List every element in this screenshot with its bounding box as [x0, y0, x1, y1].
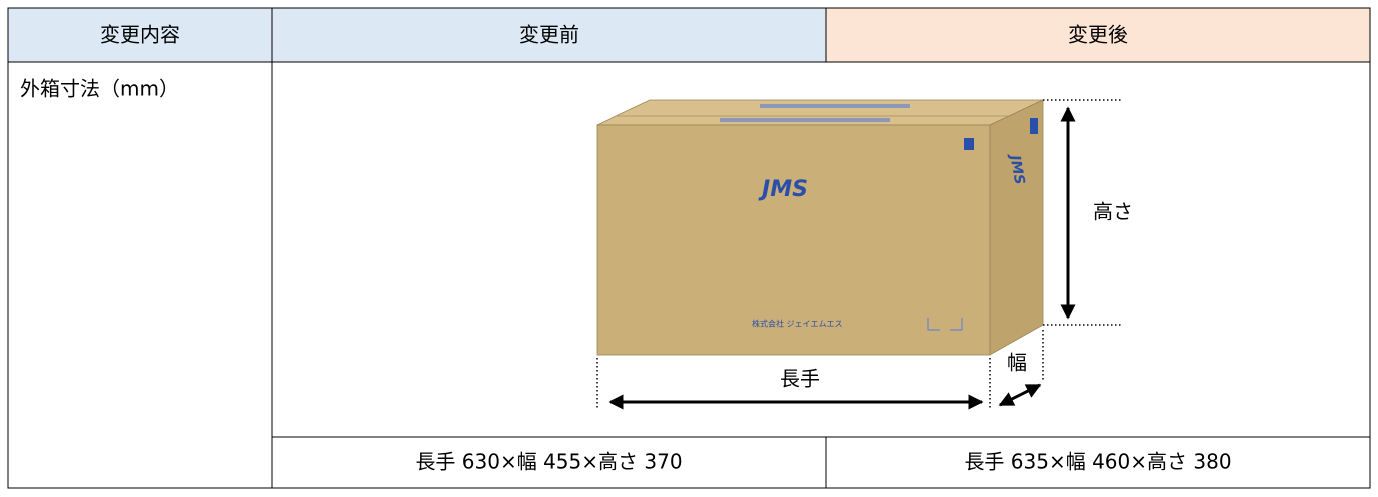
box-logo: JMS: [758, 177, 808, 202]
box-corner-mark: [927, 318, 963, 331]
header-cell: 変更後: [1068, 23, 1128, 47]
width-label: 幅: [1007, 351, 1027, 375]
box-diagram: JMS JMS 株式会社 ジェイエムエス 高さ 長手 幅: [596, 99, 1133, 410]
box-side: [989, 99, 1044, 356]
width-arrow: [998, 383, 1042, 407]
header-cell: 変更内容: [100, 23, 180, 47]
box-maker: 株式会社 ジェイエムエス: [752, 319, 842, 329]
box-print: [720, 118, 890, 122]
box-print: [760, 104, 910, 108]
box-icon: [1030, 118, 1038, 134]
height-label: 高さ: [1093, 200, 1133, 224]
header-cell: 変更前: [519, 23, 579, 47]
value-before: 長手 630×幅 455×高さ 370: [415, 450, 682, 474]
header-bg-after: [826, 8, 1370, 62]
table-border: [7, 7, 1371, 489]
box-front: [596, 124, 991, 356]
row-label: 外箱寸法（mm）: [20, 77, 179, 101]
box-side-logo: JMS: [1006, 151, 1027, 186]
box-icon: [964, 138, 974, 150]
length-label: 長手: [780, 367, 820, 391]
value-after: 長手 635×幅 460×高さ 380: [964, 450, 1231, 474]
header-bg: [8, 8, 826, 62]
